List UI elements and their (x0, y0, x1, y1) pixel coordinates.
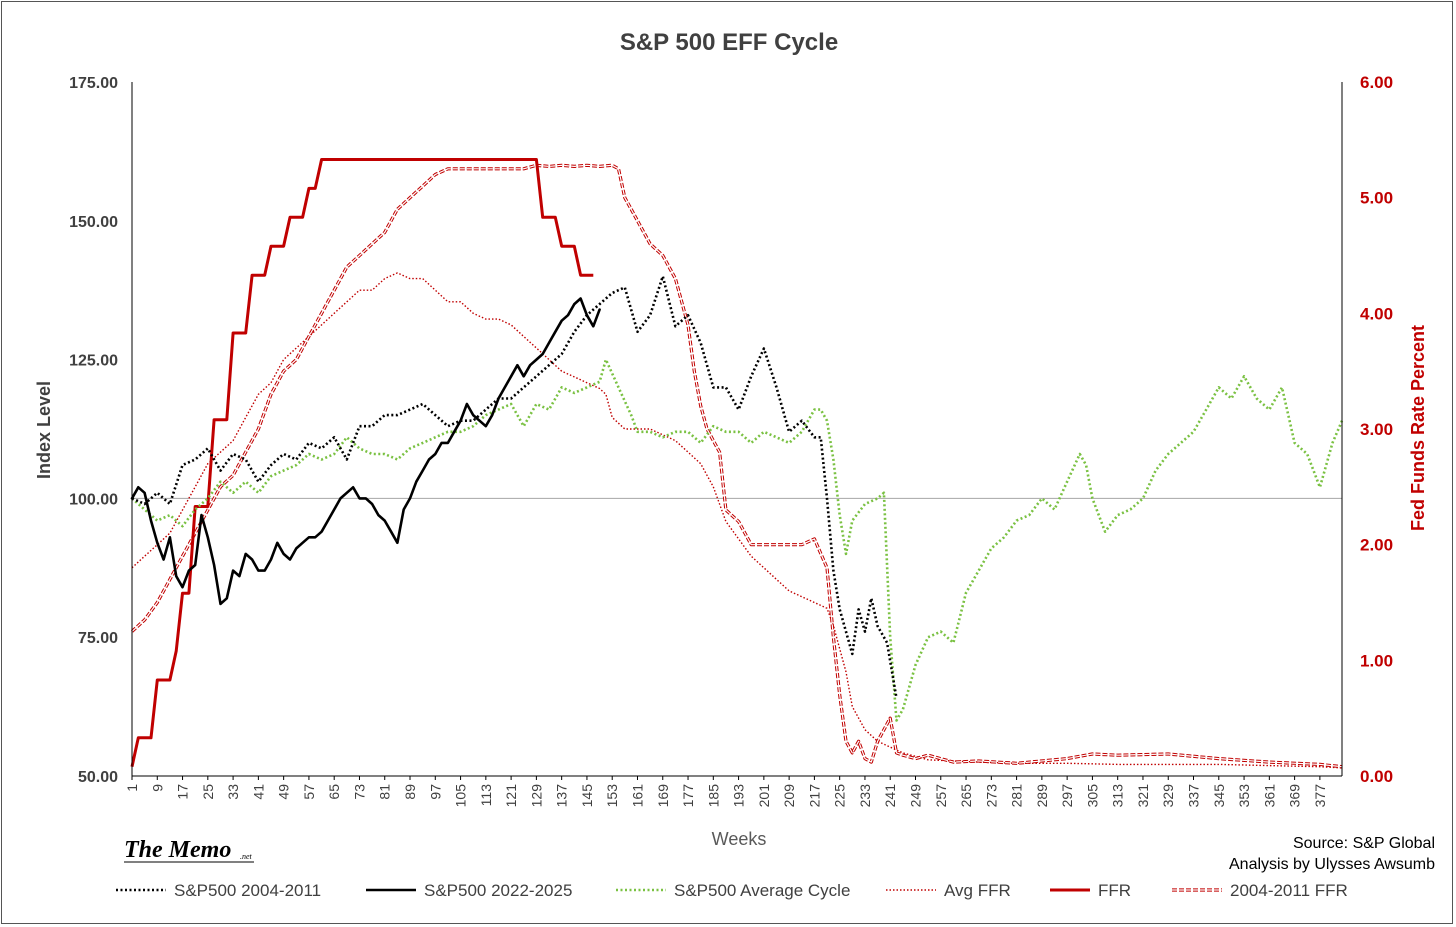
x-tick-label: 161 (629, 784, 645, 808)
x-tick-label: 217 (806, 784, 822, 808)
x-tick-label: 57 (301, 784, 317, 800)
y-tick-label: 175.00 (69, 75, 118, 92)
x-tick-label: 9 (149, 784, 165, 792)
x-tick-label: 281 (1009, 784, 1025, 808)
y2-tick-label: 5.00 (1360, 189, 1393, 208)
x-tick-label: 353 (1236, 784, 1252, 808)
x-tick-label: 49 (276, 784, 292, 800)
x-tick-label: 121 (503, 784, 519, 808)
x-ticks: 1 9 17 25 33 41 49 57 65 73 81 89 97 105 113 121 129 137 1… (124, 776, 1328, 807)
x-tick-label: 97 (427, 784, 443, 800)
x-tick-label: 153 (604, 784, 620, 808)
y2-tick-label: 2.00 (1360, 536, 1393, 555)
y-right-ticks: 0.00 1.00 2.00 3.00 4.00 5.00 6.00 (1360, 73, 1393, 786)
x-tick-label: 89 (402, 784, 418, 800)
legend-label: 2004-2011 FFR (1230, 881, 1348, 900)
x-tick-label: 225 (832, 784, 848, 808)
x-tick-label: 321 (1135, 784, 1151, 808)
x-tick-label: 137 (554, 784, 570, 808)
series-line-avg-ffr (131, 272, 1343, 769)
x-tick-label: 33 (225, 784, 241, 800)
x-tick-label: 329 (1160, 784, 1176, 808)
series-line-inner (131, 164, 1343, 768)
y-tick-label: 150.00 (69, 214, 118, 231)
x-tick-label: 169 (655, 784, 671, 808)
x-tick-label: 265 (958, 784, 974, 808)
logo-suffix: .net (240, 852, 253, 861)
x-tick-label: 145 (579, 784, 595, 808)
y2-axis-label: Fed Funds Rate Percent (1408, 325, 1428, 531)
series-line-s-p500-average-cycle (131, 358, 1344, 722)
x-tick-label: 65 (326, 784, 342, 800)
legend-label: S&P500 2022-2025 (424, 881, 572, 900)
x-tick-label: 129 (528, 784, 544, 808)
x-tick-label: 209 (781, 784, 797, 808)
x-tick-label: 177 (680, 784, 696, 808)
legend-label: FFR (1098, 881, 1131, 900)
x-tick-label: 233 (857, 784, 873, 808)
series-line-s-p500-2022-2025 (130, 297, 601, 606)
x-tick-label: 241 (882, 784, 898, 808)
x-tick-label: 25 (200, 784, 216, 800)
y-tick-label: 75.00 (78, 630, 118, 647)
y-tick-label: 125.00 (69, 353, 118, 370)
y2-tick-label: 1.00 (1360, 651, 1393, 670)
legend-label: S&P500 2004-2011 (174, 881, 321, 900)
legend-label: Avg FFR (944, 881, 1011, 900)
y-tick-label: 50.00 (78, 769, 118, 786)
x-tick-label: 41 (250, 784, 266, 800)
chart-title: S&P 500 EFF Cycle (620, 29, 838, 56)
x-tick-label: 297 (1059, 784, 1075, 808)
series-layer (130, 158, 1344, 769)
x-tick-label: 337 (1186, 784, 1202, 808)
y-left-ticks: 50.00 75.00 100.00 125.00 150.00 175.00 (69, 75, 118, 786)
y2-tick-label: 0.00 (1360, 767, 1393, 786)
x-tick-label: 273 (983, 784, 999, 808)
legend: S&P500 2004-2011 S&P500 2022-2025 S&P500 A… (116, 881, 1348, 900)
x-tick-label: 257 (933, 784, 949, 808)
y2-tick-label: 3.00 (1360, 420, 1393, 439)
x-tick-label: 73 (351, 784, 367, 800)
x-tick-label: 105 (453, 784, 469, 808)
x-tick-label: 113 (478, 784, 494, 807)
analysis-text: Analysis by Ulysses Awsumb (1229, 856, 1435, 873)
legend-label: S&P500 Average Cycle (674, 881, 850, 900)
x-tick-label: 305 (1084, 784, 1100, 808)
y-axis-label: Index Level (34, 381, 54, 479)
series-line-s-p500-2004-2011 (131, 275, 898, 699)
x-tick-label: 361 (1261, 784, 1277, 808)
source-text: Source: S&P Global (1293, 835, 1435, 852)
x-tick-label: 289 (1034, 784, 1050, 808)
x-tick-label: 17 (175, 784, 191, 800)
logo: The Memo .net (124, 837, 254, 863)
y-tick-label: 100.00 (69, 491, 118, 508)
series-line-ffr (130, 158, 594, 768)
x-tick-label: 201 (756, 784, 772, 808)
logo-text: The Memo (124, 837, 231, 863)
y2-tick-label: 6.00 (1360, 73, 1393, 92)
x-tick-label: 193 (731, 784, 747, 808)
x-tick-label: 377 (1312, 784, 1328, 808)
x-tick-label: 81 (377, 784, 393, 800)
x-tick-label: 369 (1287, 784, 1303, 808)
x-tick-label: 313 (1110, 784, 1126, 808)
y2-tick-label: 4.00 (1360, 304, 1393, 323)
x-tick-label: 185 (705, 784, 721, 808)
x-tick-label: 249 (907, 784, 923, 808)
x-tick-label: 345 (1211, 784, 1227, 808)
x-axis-label: Weeks (712, 829, 767, 849)
x-tick-label: 1 (124, 784, 140, 792)
